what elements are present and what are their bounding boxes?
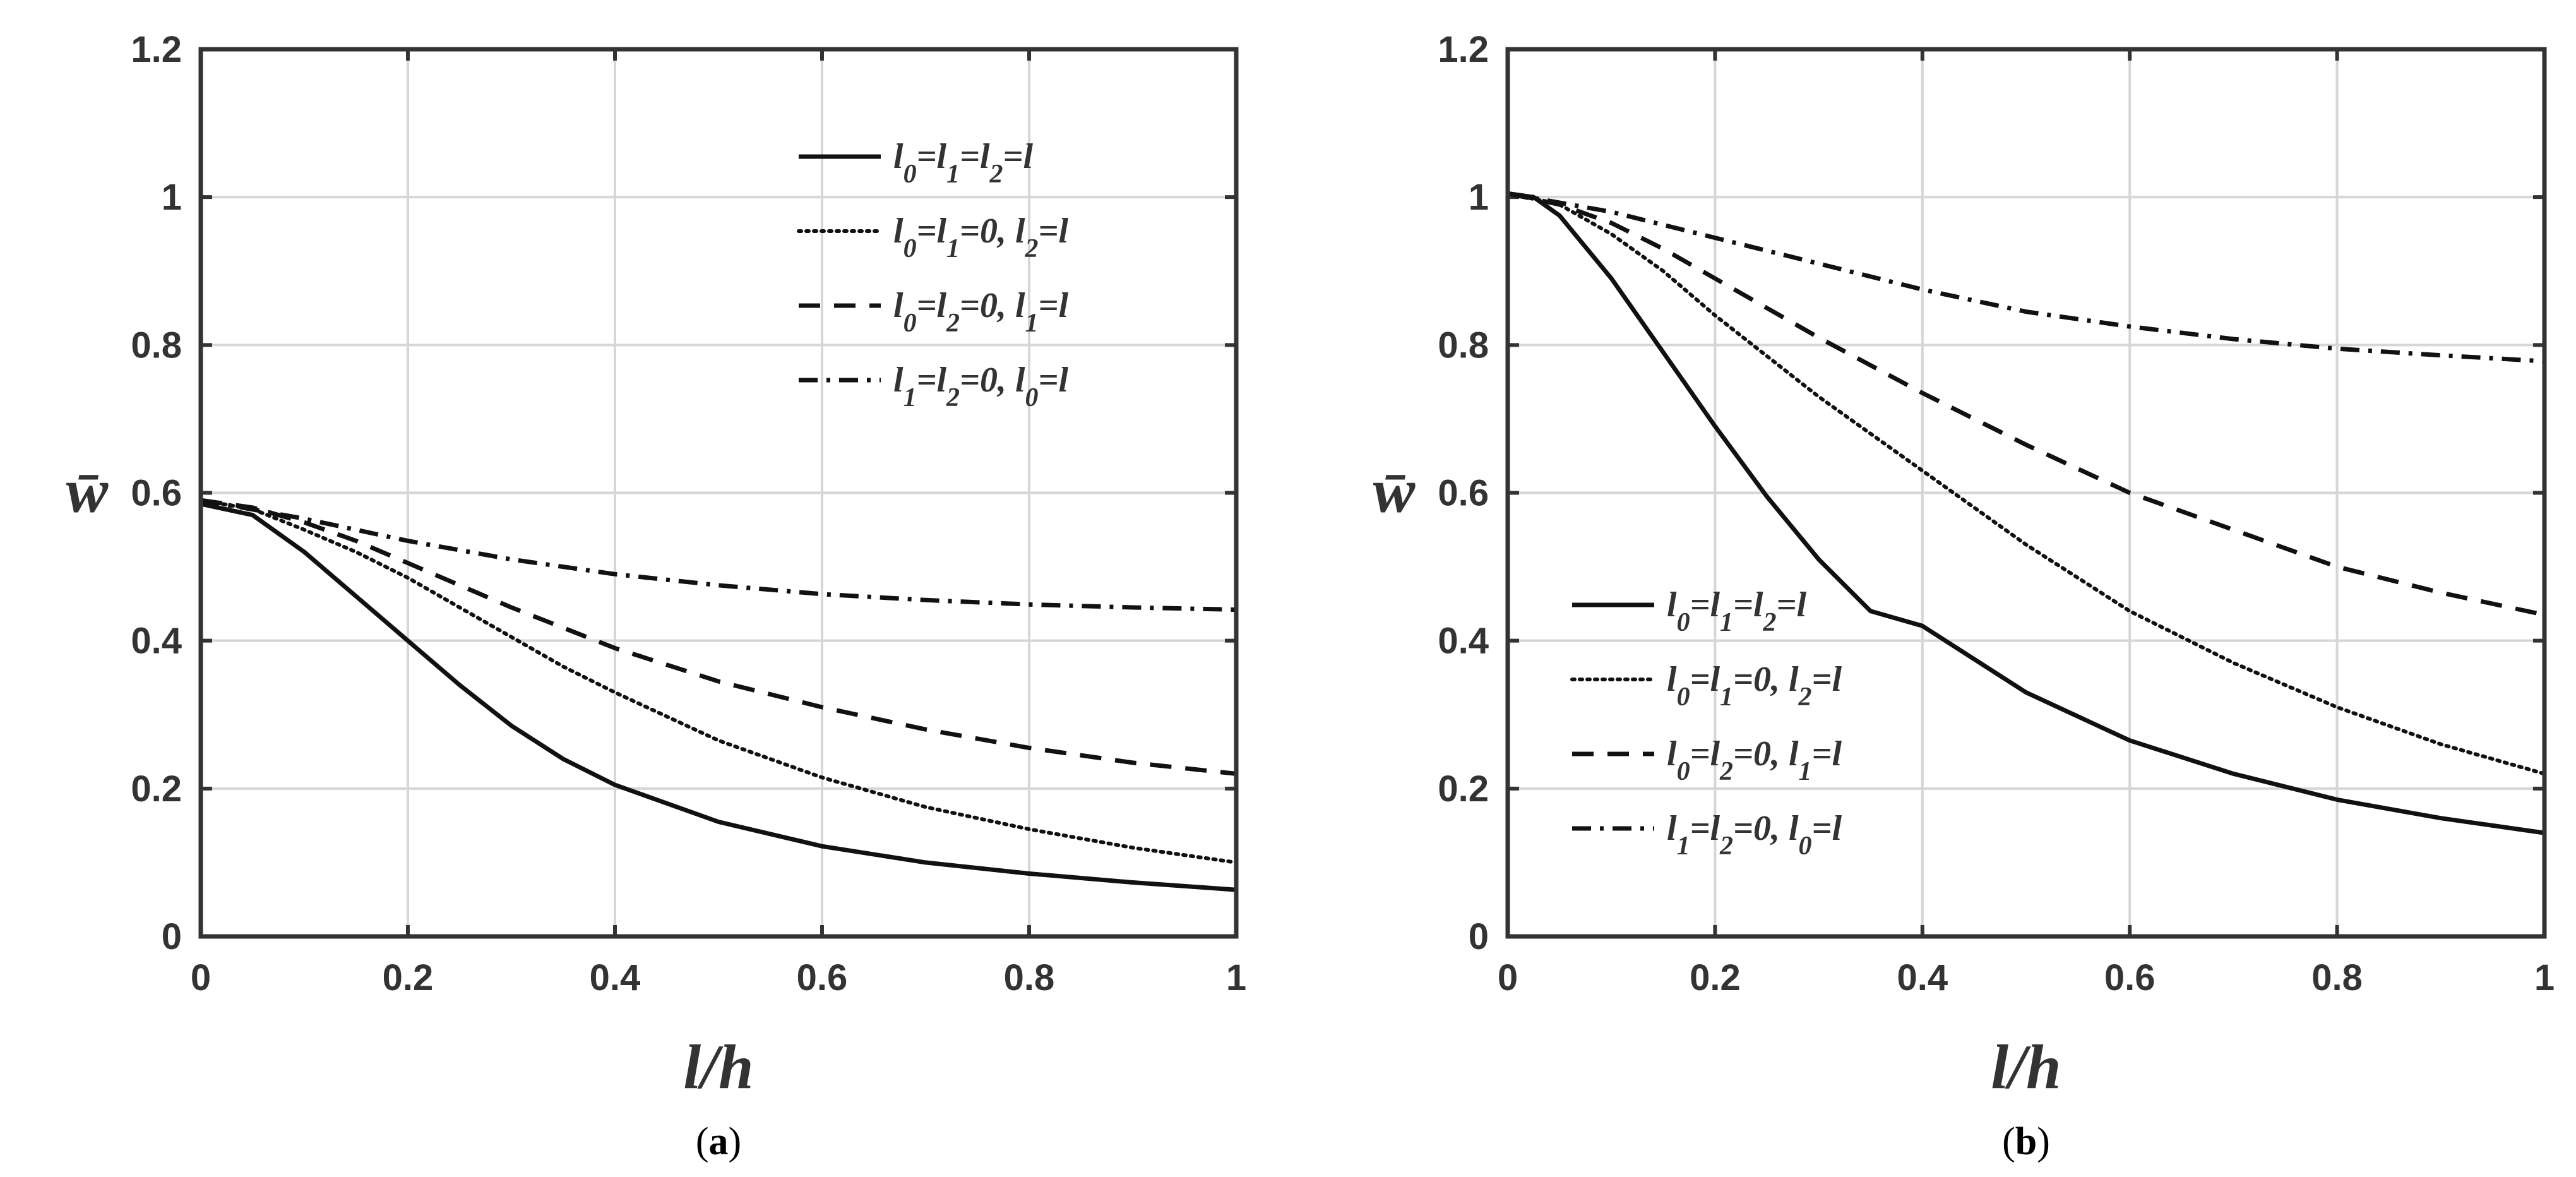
y-tick-label: 1: [162, 177, 182, 218]
series-line-dashdot: [1507, 191, 2545, 364]
legend-label: l0=l2=0, l1=l: [1667, 734, 1842, 786]
y-axis-label: w̄: [1373, 456, 1416, 526]
y-tick-label: 0.8: [1438, 325, 1489, 366]
x-tick-label: 0: [191, 957, 211, 998]
panel-caption: (b): [2002, 1120, 2050, 1163]
x-tick-label: 0: [1498, 957, 1518, 998]
chart-panel-a: 0 0.2 0.4 0.6 0.8 1 0 0.2 0.4 0.6 0.8 1 1.2 l/h w̄ l0=l…: [66, 29, 1246, 1163]
x-tick-label: 1: [2534, 957, 2555, 998]
legend-label: l0=l1=l2=l: [893, 137, 1033, 189]
y-tick-label: 1.2: [131, 29, 182, 70]
x-tick-label: 0.8: [2311, 957, 2363, 998]
legend-label: l0=l1=l2=l: [1667, 585, 1806, 637]
x-tick-label: 0.6: [797, 957, 848, 998]
series-line-dotted: [199, 498, 1238, 864]
y-tick-label: 0.2: [131, 768, 182, 810]
x-tick-label: 0.6: [2104, 957, 2156, 998]
y-tick-label: 0: [162, 916, 182, 957]
y-tick-label: 1: [1469, 177, 1489, 218]
legend-label: l0=l1=0, l2=l: [893, 212, 1068, 263]
series-line-dashed: [200, 498, 1237, 776]
series-line-solid: [1507, 191, 2545, 835]
plot-area-frame: [1505, 47, 2547, 939]
legend-label: l0=l2=0, l1=l: [893, 286, 1068, 338]
x-axis-label: l/h: [683, 1032, 753, 1102]
x-tick-label: 0.2: [1690, 957, 1741, 998]
series-line-dashed: [1507, 191, 2545, 618]
y-tick-label: 0.2: [1438, 768, 1489, 810]
x-tick-label: 0.8: [1004, 957, 1055, 998]
plot-area-frame: [198, 47, 1239, 939]
x-axis-label: l/h: [1991, 1032, 2061, 1102]
series-line-dotted: [1506, 191, 2546, 776]
y-axis-label: w̄: [66, 456, 109, 526]
legend-label: l1=l2=0, l0=l: [1667, 809, 1842, 861]
x-tick-label: 0.2: [383, 957, 434, 998]
series-line-solid: [200, 501, 1237, 892]
legend-label: l0=l1=0, l2=l: [1667, 660, 1842, 712]
x-tick-label: 0.4: [590, 957, 641, 998]
y-tick-label: 0.6: [1438, 473, 1489, 514]
series-line-dashdot: [200, 498, 1237, 612]
panel-caption: (a): [696, 1120, 741, 1163]
y-tick-label: 0: [1469, 916, 1489, 957]
x-tick-label: 1: [1226, 957, 1246, 998]
y-tick-label: 0.8: [131, 325, 182, 366]
y-tick-label: 0.6: [131, 473, 182, 514]
legend-label: l1=l2=0, l0=l: [893, 361, 1068, 412]
y-tick-label: 1.2: [1438, 29, 1489, 70]
y-tick-label: 0.4: [131, 621, 182, 662]
chart-panel-b: 0 0.2 0.4 0.6 0.8 1 0 0.2 0.4 0.6 0.8 1 1.2 l/h w̄ l0=l…: [1373, 29, 2555, 1163]
y-tick-label: 0.4: [1438, 621, 1489, 662]
x-tick-label: 0.4: [1897, 957, 1948, 998]
